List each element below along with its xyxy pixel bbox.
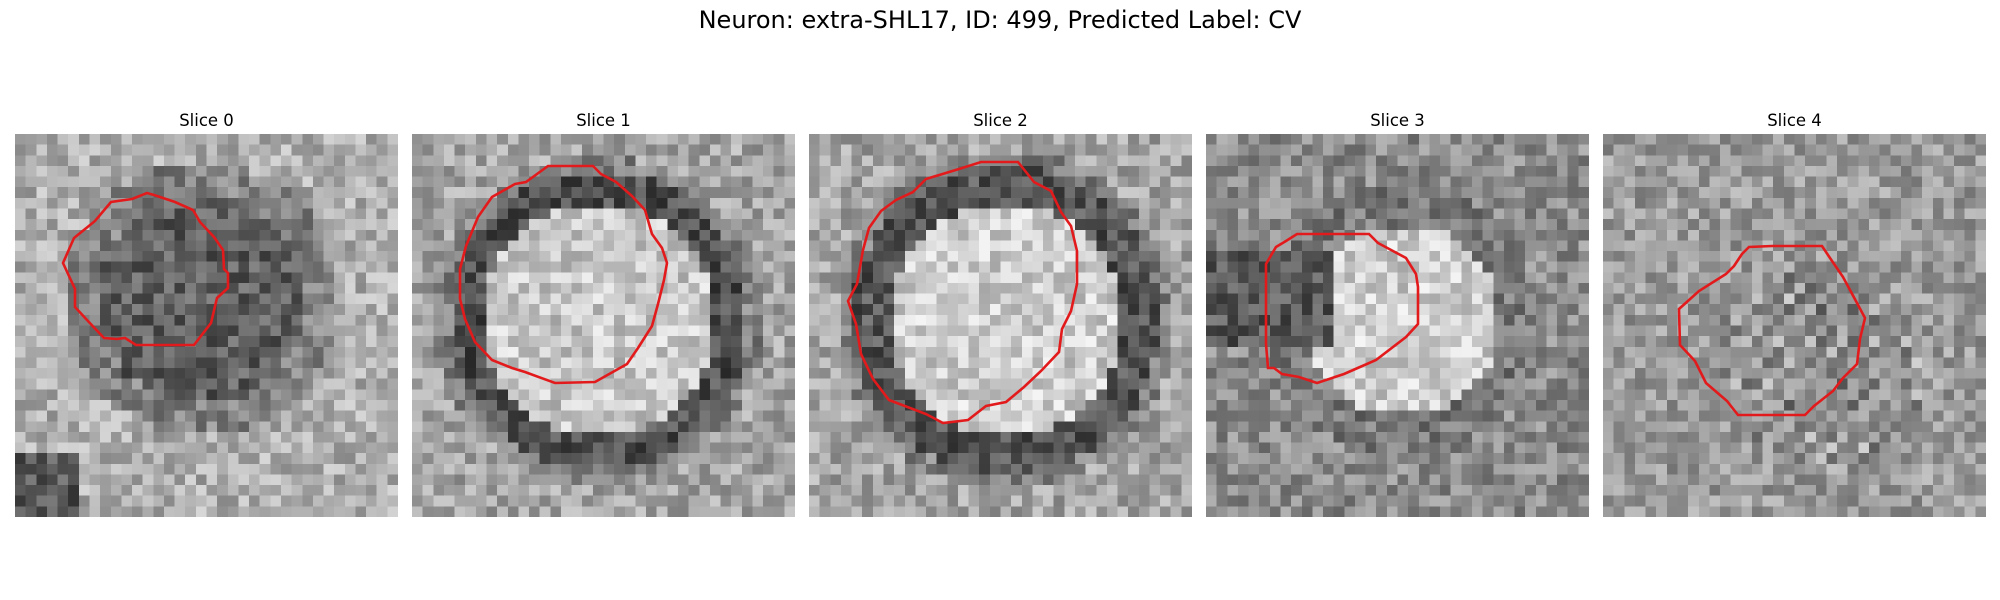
slice-micrograph-4 xyxy=(1603,134,1986,517)
slice-title-1: Slice 1 xyxy=(576,111,631,130)
slice-image-2 xyxy=(809,134,1192,517)
slice-panel-4: Slice 4 xyxy=(1603,108,1986,517)
slice-panel-3: Slice 3 xyxy=(1206,108,1589,517)
slice-title-0: Slice 0 xyxy=(179,111,234,130)
slice-outline-3 xyxy=(1264,232,1420,385)
slice-outline-0 xyxy=(61,191,230,347)
slice-title-2: Slice 2 xyxy=(973,111,1028,130)
slice-micrograph-1 xyxy=(412,134,795,517)
slice-title-4: Slice 4 xyxy=(1767,111,1822,130)
figure-title: Neuron: extra-SHL17, ID: 499, Predicted … xyxy=(698,6,1302,34)
slice-image-4 xyxy=(1603,134,1986,517)
slice-outline-1 xyxy=(458,164,669,385)
slice-micrograph-2 xyxy=(809,134,1192,517)
slice-title-3: Slice 3 xyxy=(1370,111,1425,130)
slice-panel-2: Slice 2 xyxy=(809,108,1192,517)
slice-outline-2 xyxy=(846,160,1079,425)
slice-outline-4 xyxy=(1677,244,1867,417)
slice-image-1 xyxy=(412,134,795,517)
slice-image-0 xyxy=(15,134,398,517)
slice-micrograph-3 xyxy=(1206,134,1589,517)
slice-image-3 xyxy=(1206,134,1589,517)
slice-panel-0: Slice 0 xyxy=(15,108,398,517)
slice-panel-1: Slice 1 xyxy=(412,108,795,517)
slice-micrograph-0 xyxy=(15,134,398,517)
